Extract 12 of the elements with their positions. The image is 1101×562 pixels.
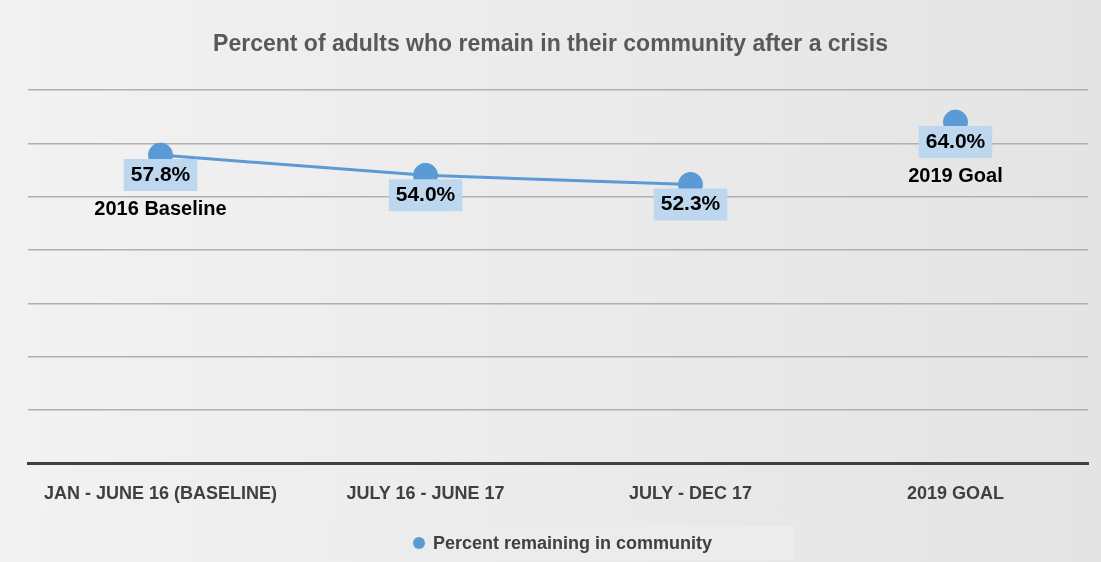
data-label: 57.8%: [130, 161, 191, 185]
x-tick-label: JULY - DEC 17: [628, 483, 753, 504]
chart-title: Percent of adults who remain in their community after a crisis: [212, 30, 889, 57]
annotation: 2019 Goal: [908, 163, 1003, 186]
annotation: 2016 Baseline: [94, 196, 227, 219]
data-label: 52.3%: [660, 191, 721, 215]
legend-label: Percent remaining in community: [431, 532, 713, 554]
x-tick-label: JAN - JUNE 16 (BASELINE): [43, 483, 278, 504]
data-label: 54.0%: [395, 182, 456, 206]
x-tick-label: 2019 GOAL: [906, 483, 1005, 504]
data-label: 64.0%: [925, 128, 986, 152]
x-tick-label: JULY 16 - JUNE 17: [346, 483, 505, 504]
